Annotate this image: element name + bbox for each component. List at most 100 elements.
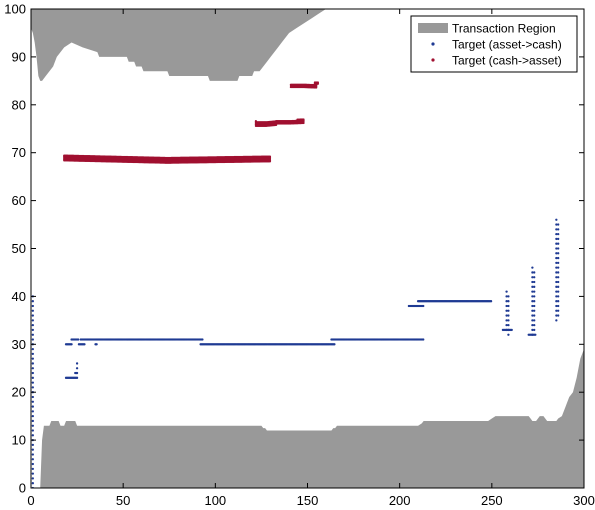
data-point-asset-to-cash [31,333,34,336]
data-point-asset-to-cash [31,323,34,327]
data-point-asset-to-cash [31,482,34,485]
data-point-asset-to-cash [531,323,534,327]
plot-inner [31,9,584,488]
series-asset-to-cash-segment [533,271,536,332]
axes: 0 50 100 150 200 250 300 0 10 20 30 40 50 60 70 80 90 100 [4,2,595,509]
y-tick-label: 40 [12,289,26,304]
series-asset-to-cash-segment [64,376,79,379]
data-point-asset-to-cash [31,443,34,447]
data-point-asset-to-cash [531,304,534,308]
data-point-asset-to-cash [75,376,79,379]
data-point-asset-to-cash [555,290,558,293]
data-point-asset-to-cash [531,276,534,279]
data-point-asset-to-cash [31,304,34,308]
data-point-asset-to-cash [555,261,558,265]
data-point-asset-to-cash [555,276,558,279]
data-point-asset-to-cash [31,319,34,322]
data-point-asset-to-cash [507,319,510,322]
y-tick-label: 30 [12,337,26,352]
series-asset-to-cash-segment [555,218,558,322]
data-point-asset-to-cash [95,343,98,346]
data-point-asset-to-cash [531,271,534,274]
data-point-asset-to-cash [31,405,34,408]
legend-label: Target (asset->cash) [452,38,562,52]
data-point-asset-to-cash [557,256,560,260]
data-point-asset-to-cash [531,328,534,332]
data-point-asset-to-cash [533,280,536,284]
y-tick-label: 90 [12,49,26,64]
data-point-asset-to-cash [557,276,560,279]
data-point-asset-to-cash [557,261,560,265]
y-tick-label: 60 [12,193,26,208]
data-point-cash-to-asset [316,81,320,84]
series-cash-to-asset-band [63,154,272,164]
series-asset-to-cash-segment [505,290,508,332]
data-point-asset-to-cash [489,300,493,303]
plot-area [31,9,584,488]
data-point-asset-to-cash [555,314,558,317]
y-tick-label: 100 [4,2,26,17]
legend-marker [431,42,435,46]
data-point-asset-to-cash [31,448,34,451]
data-point-asset-to-cash [31,477,34,480]
data-point-asset-to-cash [555,218,558,221]
data-point-asset-to-cash [31,395,34,399]
series-asset-to-cash-segment [416,300,493,303]
data-point-asset-to-cash [557,237,560,241]
data-point-asset-to-cash [533,314,536,317]
data-point-asset-to-cash [534,333,537,336]
data-point-asset-to-cash [555,237,558,241]
data-point-asset-to-cash [333,343,336,346]
data-point-asset-to-cash [555,252,558,255]
data-point-asset-to-cash [531,280,534,284]
data-point-asset-to-cash [422,304,425,308]
data-point-asset-to-cash [31,467,34,470]
series-asset-to-cash-segment [330,338,425,341]
data-point-asset-to-cash [555,300,558,303]
y-tick-label: 50 [12,241,26,256]
data-point-asset-to-cash [422,338,425,341]
data-point-asset-to-cash [31,309,34,312]
data-point-asset-to-cash [31,458,34,461]
data-point-asset-to-cash [507,300,510,303]
data-point-asset-to-cash [507,295,510,298]
data-point-asset-to-cash [31,419,34,423]
data-point-asset-to-cash [555,228,558,231]
data-point-cash-to-asset [302,118,305,121]
data-point-asset-to-cash [533,300,536,303]
data-point-asset-to-cash [557,223,560,226]
data-point-asset-to-cash [505,309,508,312]
data-point-asset-to-cash [31,357,34,360]
series-asset-to-cash-segment [407,304,425,308]
data-point-asset-to-cash [77,338,80,341]
data-point-asset-to-cash [83,343,86,346]
series-asset-to-cash-segment [531,266,534,336]
data-point-asset-to-cash [31,338,34,341]
data-point-asset-to-cash [31,453,34,456]
data-point-asset-to-cash [555,304,558,308]
legend-swatch-region [418,23,448,33]
data-point-asset-to-cash [557,290,560,293]
data-point-asset-to-cash [555,319,558,322]
data-point-asset-to-cash [505,300,508,303]
data-point-asset-to-cash [557,242,560,245]
data-point-asset-to-cash [533,328,536,332]
series-cash-to-asset-band [289,83,318,89]
data-point-asset-to-cash [505,328,508,332]
series-asset-to-cash-segment [70,338,80,341]
data-point-asset-to-cash [31,300,34,303]
data-point-asset-to-cash [31,371,34,375]
data-point-asset-to-cash [31,352,34,356]
data-point-asset-to-cash [31,314,34,317]
data-point-asset-to-cash [31,328,34,332]
data-point-asset-to-cash [531,309,534,312]
data-point-asset-to-cash [557,295,560,298]
legend-box [410,15,578,73]
data-point-asset-to-cash [31,472,34,475]
y-tick-label: 10 [12,433,26,448]
data-point-asset-to-cash [531,333,534,336]
y-tick-label: 0 [19,481,26,496]
data-point-asset-to-cash [31,434,34,437]
data-point-asset-to-cash [557,304,560,308]
series-asset-to-cash-segment [199,343,336,346]
